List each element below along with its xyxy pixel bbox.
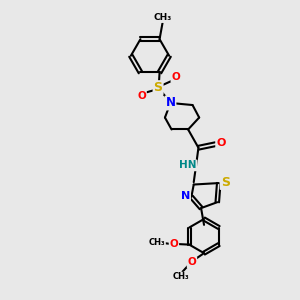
- Text: O: O: [169, 239, 178, 249]
- Text: CH₃: CH₃: [148, 238, 165, 247]
- Text: S: S: [221, 176, 230, 189]
- Text: CH₃: CH₃: [153, 13, 172, 22]
- Text: CH₃: CH₃: [172, 272, 189, 281]
- Text: O: O: [137, 92, 146, 101]
- Text: HN: HN: [179, 160, 196, 170]
- Text: N: N: [181, 191, 190, 201]
- Text: N: N: [166, 97, 176, 110]
- Text: S: S: [154, 81, 163, 94]
- Text: O: O: [216, 138, 226, 148]
- Text: O: O: [188, 257, 196, 267]
- Text: O: O: [171, 72, 180, 82]
